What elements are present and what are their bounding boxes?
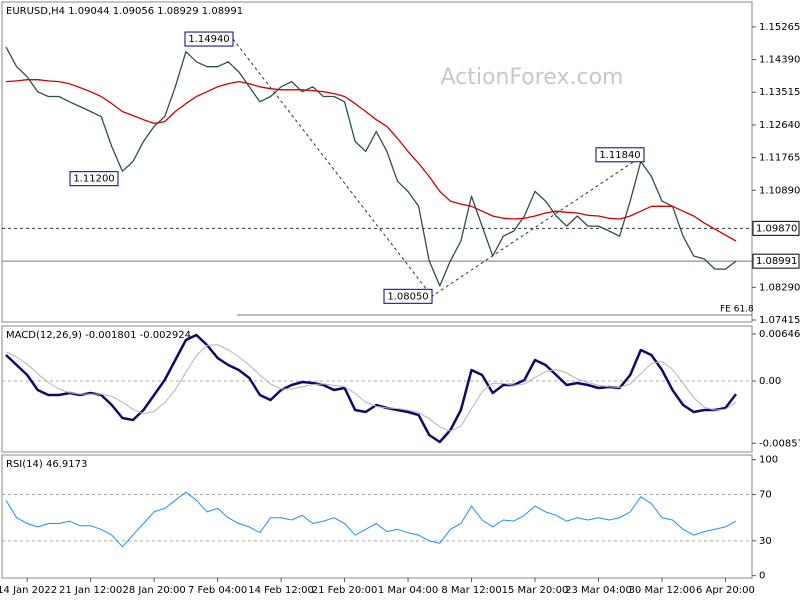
x-tick-label: 30 Mar 12:00 xyxy=(629,585,696,596)
panel-frame xyxy=(1,325,753,453)
y-tick-label: 100 xyxy=(759,455,778,466)
y-tick-label: 1.14390 xyxy=(759,55,800,66)
y-tick-label: 1.11765 xyxy=(759,153,800,164)
x-tick-label: 1 Mar 04:00 xyxy=(378,585,438,596)
y-tick-label: 1.08290 xyxy=(759,282,800,293)
annotation-box xyxy=(184,31,234,47)
x-tick-label: 7 Feb 04:00 xyxy=(188,585,247,596)
x-tick-label: 6 Apr 20:00 xyxy=(696,585,755,596)
y-tick-label: 1.13515 xyxy=(759,87,800,98)
annotation-label: 1.14940 xyxy=(188,34,229,45)
level-box xyxy=(752,220,800,236)
series-line xyxy=(5,344,737,432)
y-tick-label: 0 xyxy=(759,571,765,582)
panel-title: RSI(14) 46.9173 xyxy=(6,459,87,470)
y-tick-label: 30 xyxy=(759,536,772,547)
x-tick-label: 14 Jan 2022 xyxy=(0,585,57,596)
annotation-box xyxy=(595,147,645,163)
panel-title: MACD(12,26,9) -0.001801 -0.002924 xyxy=(6,330,191,341)
level-label: 1.09870 xyxy=(756,223,797,234)
panel-title: EURUSD,H4 1.09044 1.09056 1.08929 1.0899… xyxy=(6,6,243,17)
y-tick-label: 0.006468 xyxy=(759,329,800,340)
x-tick-label: 21 Jan 12:00 xyxy=(59,585,122,596)
y-tick-label: 70 xyxy=(759,489,772,500)
series-line xyxy=(5,46,737,287)
x-tick-label: 15 Mar 20:00 xyxy=(502,585,569,596)
annotation-label: 1.11840 xyxy=(599,150,640,161)
x-tick-label: 14 Feb 12:00 xyxy=(248,585,314,596)
watermark: ActionForex.com xyxy=(441,65,624,90)
annotation-box xyxy=(383,288,433,304)
panel-frame xyxy=(1,454,753,579)
x-tick-label: 21 Feb 20:00 xyxy=(312,585,378,596)
series-line xyxy=(5,491,737,548)
level-label: 1.08991 xyxy=(756,256,797,267)
y-tick-label: 1.15265 xyxy=(759,22,800,33)
panel-frame xyxy=(1,1,753,323)
y-tick-label: 1.07415 xyxy=(759,315,800,326)
y-tick-label: 1.10890 xyxy=(759,185,800,196)
y-tick-label: 1.12640 xyxy=(759,120,800,131)
level-label: FE 61.8 xyxy=(720,304,754,314)
series-line xyxy=(5,79,737,242)
x-tick-label: 28 Jan 20:00 xyxy=(122,585,185,596)
y-tick-label: -0.008573 xyxy=(759,438,800,449)
annotation-box xyxy=(69,171,119,187)
level-box xyxy=(752,253,800,269)
x-tick-label: 8 Mar 12:00 xyxy=(441,585,501,596)
x-tick-label: 23 Mar 04:00 xyxy=(565,585,632,596)
annotation-label: 1.08050 xyxy=(387,291,428,302)
y-tick-label: 0.00 xyxy=(759,376,781,387)
annotation-label: 1.11200 xyxy=(73,174,114,185)
